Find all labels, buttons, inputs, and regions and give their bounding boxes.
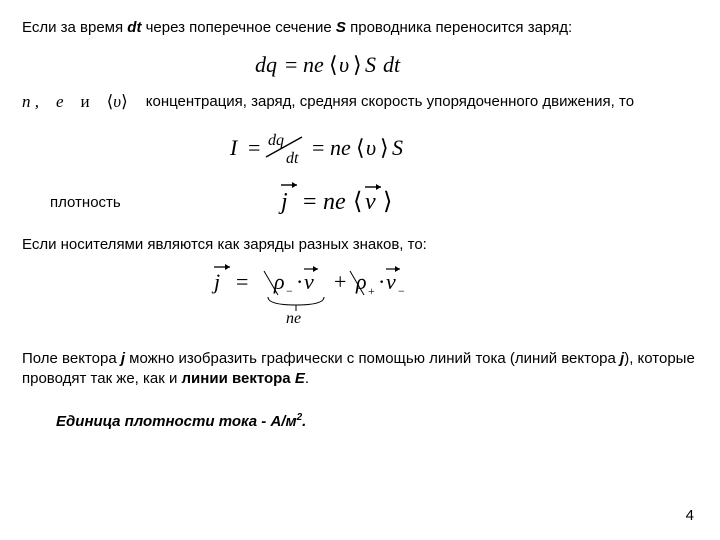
svg-text:⟨: ⟨: [329, 52, 338, 77]
field-p5: .: [305, 370, 309, 387]
svg-text:υ: υ: [366, 135, 376, 160]
var-symbols: n , e и ⟨υ⟩: [22, 92, 128, 112]
svg-text:dt: dt: [383, 52, 401, 77]
svg-text:dq: dq: [268, 132, 284, 149]
svg-text:=: =: [312, 135, 324, 160]
intro-line: Если за время dt через поперечное сечени…: [22, 18, 698, 38]
unit-line: Единица плотности тока - А/м2.: [56, 411, 698, 432]
svg-text:ne: ne: [323, 189, 346, 215]
svg-text:+: +: [368, 284, 375, 298]
signs-line: Если носителями являются как заряды разн…: [22, 235, 698, 255]
equation-I: I = dq dt = ne ⟨ υ ⟩ S: [22, 125, 698, 169]
equation-j: j = ne ⟨ v ⟩: [22, 179, 698, 221]
vars-desc: концентрация, заряд, средняя скорость уп…: [146, 92, 634, 112]
svg-text:j: j: [278, 189, 288, 215]
svg-text:=: =: [303, 189, 317, 215]
svg-text:S: S: [365, 52, 376, 77]
svg-text:⟨: ⟨: [356, 135, 365, 160]
svg-text:⟩: ⟩: [353, 52, 362, 77]
density-row: плотность j = ne ⟨ v ⟩: [22, 179, 698, 221]
variables-row: n , e и ⟨υ⟩ концентрация, заряд, средняя…: [22, 92, 698, 112]
field-p1: Поле вектора: [22, 350, 121, 367]
unit-prefix: Единица плотности тока - А/м: [56, 413, 297, 430]
word-and: и: [81, 92, 90, 111]
unit-suffix: .: [302, 413, 306, 430]
svg-text:+: +: [334, 269, 346, 294]
slide-page: Если за время dt через поперечное сечени…: [0, 0, 720, 540]
equation-j-signs: j = ρ − · v + ρ + · v −: [22, 261, 698, 325]
intro-mid1: через поперечное сечение: [141, 19, 335, 36]
svg-text:ne: ne: [330, 135, 351, 160]
svg-text:ne: ne: [303, 52, 324, 77]
svg-text:−: −: [286, 284, 293, 298]
field-p4: линии вектора: [182, 370, 295, 387]
intro-prefix: Если за время: [22, 19, 127, 36]
field-paragraph: Поле вектора j можно изобразить графичес…: [22, 349, 698, 390]
svg-text:v: v: [365, 189, 376, 215]
field-p2: можно изобразить графически с помощью ли…: [125, 350, 620, 367]
page-number: 4: [686, 507, 694, 524]
svg-text:ne: ne: [286, 310, 301, 325]
svg-text:·: ·: [378, 269, 385, 294]
svg-text:=: =: [236, 269, 248, 294]
svg-text:⟨: ⟨: [353, 189, 362, 215]
sym-E: E: [295, 370, 305, 387]
sym-n: n ,: [22, 92, 39, 111]
svg-text:v: v: [386, 269, 396, 294]
svg-text:−: −: [398, 284, 405, 298]
svg-text:⟩: ⟩: [383, 189, 392, 215]
svg-text:·: ·: [296, 269, 303, 294]
angle-close: ⟩: [121, 92, 128, 111]
sym-e: e: [56, 92, 64, 111]
svg-text:=: =: [248, 135, 260, 160]
svg-text:υ: υ: [339, 52, 349, 77]
svg-text:I: I: [230, 135, 239, 160]
svg-text:⟩: ⟩: [380, 135, 389, 160]
svg-text:v: v: [304, 269, 314, 294]
sym-v: υ: [113, 92, 121, 111]
svg-text:dq: dq: [255, 52, 277, 77]
svg-text:=: =: [285, 52, 297, 77]
equation-dq: dq = ne ⟨ υ ⟩ S dt: [22, 48, 698, 82]
sym-S: S: [336, 19, 346, 36]
intro-suffix: проводника переносится заряд:: [346, 19, 572, 36]
svg-text:dt: dt: [286, 150, 299, 167]
svg-text:S: S: [392, 135, 403, 160]
svg-text:j: j: [211, 269, 220, 294]
sym-dt: dt: [127, 19, 141, 36]
